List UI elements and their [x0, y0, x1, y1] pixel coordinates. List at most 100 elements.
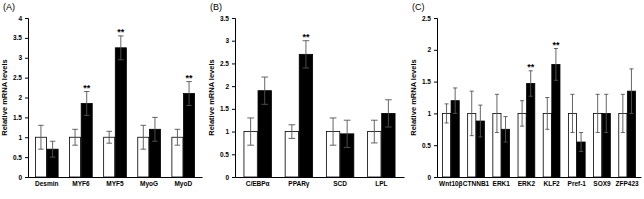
error-bar [554, 49, 558, 81]
error-bar-cap [596, 132, 600, 133]
error-bar-cap [621, 94, 625, 95]
error-bar-stem [480, 105, 481, 137]
y-tick-mark [232, 63, 235, 64]
y-axis-line [434, 19, 438, 178]
error-bar-cap [478, 136, 482, 137]
error-bar-cap [629, 113, 633, 114]
error-bar-cap [445, 103, 449, 104]
error-bar-cap [503, 116, 507, 117]
x-tick-label: MYF5 [106, 180, 124, 187]
x-tick-label: MYF6 [72, 180, 90, 187]
x-tick-label: ZFP423 [616, 180, 640, 187]
error-bar-cap [570, 132, 574, 133]
error-bar-stem [120, 36, 121, 60]
error-bar [289, 125, 296, 139]
error-bar [38, 125, 44, 149]
error-bar-cap [520, 100, 524, 101]
y-tick: 1.5 [220, 105, 235, 112]
y-tick: 2 [225, 83, 235, 90]
error-bar-cap [106, 143, 112, 144]
y-tick-label: 2.5 [13, 74, 22, 81]
error-bar-stem [347, 120, 348, 147]
x-tick: SOX9 [593, 177, 611, 187]
error-bar-cap [470, 135, 474, 136]
significance-label: ** [117, 27, 125, 37]
x-tick-label: Desmin [35, 180, 59, 187]
error-bar-stem [189, 82, 190, 106]
error-bar-cap [141, 149, 147, 150]
y-tick: 0.5 [422, 142, 437, 149]
y-tick-mark [25, 18, 28, 19]
error-bar-stem [522, 101, 523, 126]
error-bar [141, 125, 147, 149]
y-tick-mark [434, 82, 437, 83]
error-bar-cap [152, 141, 158, 142]
x-tick-label: SCD [333, 180, 347, 187]
error-bar [478, 105, 482, 137]
error-bar-stem [505, 117, 506, 142]
error-bar-cap [330, 145, 337, 146]
marks [442, 49, 635, 177]
y-tick: 3 [225, 37, 235, 44]
error-bar [344, 120, 351, 147]
x-axis-line [29, 177, 203, 178]
error-bar-stem [446, 104, 447, 123]
y-tick-label: 1.5 [220, 105, 229, 112]
error-bar-stem [555, 49, 556, 81]
y-tick-mark [25, 98, 28, 99]
y-tick-label: 3 [225, 37, 229, 44]
error-bar-cap [503, 142, 507, 143]
x-axis: DesminMYF6MYF5MyoGMyoD [29, 177, 203, 188]
error-bar-cap [84, 115, 90, 116]
y-axis-title: Relative mRNA levels [0, 59, 9, 135]
x-tick-label: KLF2 [543, 180, 560, 187]
error-bar-stem [154, 117, 155, 141]
error-bar-cap [261, 104, 268, 105]
y-tick-mark [434, 145, 437, 146]
error-bar [570, 94, 574, 132]
x-tick-label: CTNNB1 [463, 180, 490, 187]
y-tick: 2.5 [13, 74, 28, 81]
x-tick: MYF5 [106, 177, 124, 187]
x-axis-line [236, 177, 405, 178]
error-bar-cap [38, 125, 44, 126]
error-bar-stem [52, 141, 53, 157]
error-bar [247, 118, 254, 145]
error-bar [545, 98, 549, 130]
error-bar-cap [247, 117, 254, 118]
error-bar-cap [344, 120, 351, 121]
bar [115, 48, 126, 177]
error-bar-cap [579, 151, 583, 152]
bar [442, 113, 450, 177]
x-tick: MYF6 [72, 177, 90, 187]
error-bar-stem [40, 125, 41, 149]
bar [285, 132, 298, 177]
error-bar [84, 92, 90, 116]
error-bar [495, 94, 499, 132]
y-tick-mark [25, 177, 28, 178]
y-tick: 0.5 [13, 154, 28, 161]
error-bar [152, 117, 158, 141]
error-bar [520, 101, 524, 126]
error-bar-cap [629, 68, 633, 69]
y-axis: 00.511.522.533.54 [13, 15, 29, 181]
y-tick: 0 [225, 174, 235, 181]
y-tick: 3.5 [220, 15, 235, 22]
x-tick: MyoD [174, 177, 192, 188]
x-tick: ERK2 [518, 177, 536, 187]
y-tick-label: 0.5 [220, 151, 229, 158]
y-tick-label: 3.5 [13, 34, 22, 41]
x-tick-label: SOX9 [593, 180, 611, 187]
y-tick-mark [232, 18, 235, 19]
error-bar-cap [118, 59, 124, 60]
error-bar [261, 77, 268, 104]
error-bar-cap [303, 67, 310, 68]
error-bar-cap [596, 94, 600, 95]
error-bar-cap [175, 129, 181, 130]
error-bar [453, 88, 457, 113]
bar [299, 54, 312, 177]
x-axis: Wnt10βCTNNB1ERK1ERK2KLF2Pref-1SOX9ZFP423 [438, 177, 642, 188]
y-tick-mark [232, 177, 235, 178]
error-bar-cap [445, 122, 449, 123]
x-tick: ZFP423 [616, 177, 640, 187]
